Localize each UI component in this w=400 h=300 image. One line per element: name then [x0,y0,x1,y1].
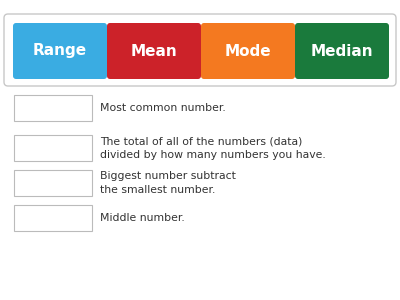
FancyBboxPatch shape [13,23,107,79]
Text: Biggest number subtract
the smallest number.: Biggest number subtract the smallest num… [100,171,236,195]
FancyBboxPatch shape [295,23,389,79]
Text: Mean: Mean [131,44,177,59]
FancyBboxPatch shape [14,205,92,231]
FancyBboxPatch shape [107,23,201,79]
FancyBboxPatch shape [4,14,396,86]
FancyBboxPatch shape [14,135,92,161]
Text: Median: Median [311,44,373,59]
Text: The total of all of the numbers (data)
divided by how many numbers you have.: The total of all of the numbers (data) d… [100,136,326,160]
FancyBboxPatch shape [14,170,92,196]
Text: Range: Range [33,44,87,59]
FancyBboxPatch shape [201,23,295,79]
Text: Mode: Mode [225,44,271,59]
Text: Middle number.: Middle number. [100,213,185,223]
FancyBboxPatch shape [14,95,92,121]
Text: Most common number.: Most common number. [100,103,226,113]
